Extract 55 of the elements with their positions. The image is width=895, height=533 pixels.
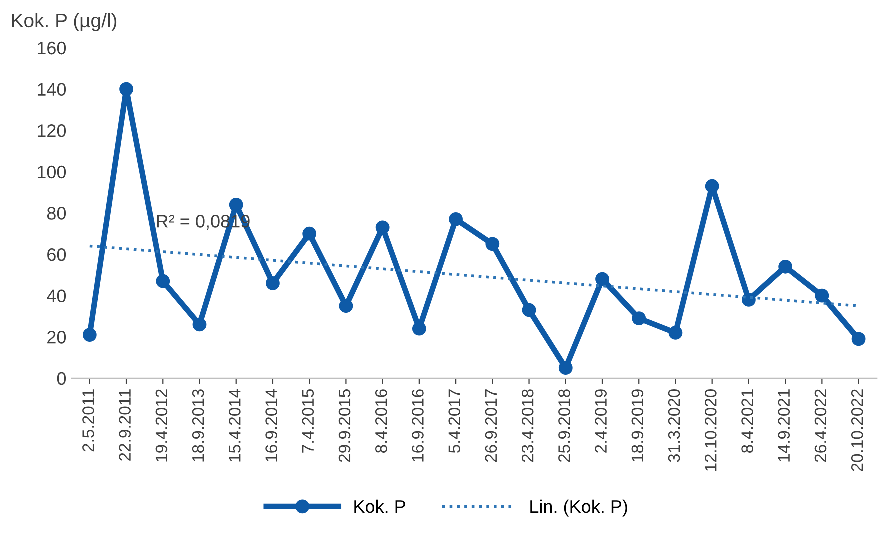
x-tick-label: 2.4.2019 — [595, 390, 607, 453]
point — [668, 326, 683, 340]
legend-label: Lin. (Kok. P) — [530, 500, 628, 517]
y-tick-label: 80 — [47, 207, 66, 220]
x-tick-label: 23.4.2018 — [522, 390, 534, 462]
x-tick-label: 16.9.2016 — [412, 390, 424, 462]
point — [192, 318, 207, 332]
x-tick-label: 18.9.2013 — [192, 390, 204, 462]
y-tick-label: 40 — [47, 290, 66, 303]
point — [449, 212, 463, 226]
x-tick-label: 14.9.2021 — [778, 390, 790, 462]
x-tick-label: 20.10.2022 — [851, 390, 864, 472]
x-tick-label: 16.9.2014 — [266, 389, 278, 462]
point — [522, 303, 536, 318]
point — [778, 260, 793, 274]
y-tick-label: 0 — [57, 372, 66, 386]
y-tick-label: 60 — [48, 248, 66, 262]
x-tick-label: 18.9.2019 — [632, 390, 644, 462]
point — [486, 237, 500, 252]
point — [852, 332, 866, 346]
y-axis-title: Kok. P (µg/l) — [12, 13, 117, 32]
point — [632, 312, 646, 326]
x-tick-label: 8.4.2016 — [375, 390, 388, 453]
x-tick-label: 29.9.2015 — [338, 390, 351, 462]
x-tick-label: 25.9.2018 — [558, 390, 570, 462]
x-tick-label: 26.9.2017 — [485, 390, 498, 462]
y-tick-label: 20 — [48, 331, 66, 344]
point — [120, 82, 134, 96]
point — [302, 226, 317, 241]
y-tick-label: 100 — [38, 166, 66, 179]
y-tick-label: 120 — [38, 124, 66, 138]
x-tick-label: 8.4.2021 — [742, 390, 754, 453]
point — [596, 272, 610, 286]
x-tick-label: 15.4.2014 — [229, 389, 241, 462]
x-tick-label: 7.4.2015 — [302, 390, 314, 453]
point — [82, 328, 97, 342]
point — [266, 276, 280, 290]
point — [558, 361, 573, 376]
legend-label: Kok. P — [354, 500, 406, 514]
x-tick-label: 5.4.2017 — [448, 390, 461, 454]
point — [376, 220, 390, 235]
y-tick-label: 160 — [38, 42, 66, 55]
x-tick-label: 19.4.2012 — [156, 390, 168, 462]
point — [156, 274, 170, 288]
y-tick-label: 140 — [38, 83, 66, 96]
point — [339, 299, 354, 314]
x-tick-label: 2.5.2011 — [82, 390, 94, 452]
x-tick-label: 12.10.2020 — [705, 389, 717, 471]
x-tick-label: 22.9.2011 — [119, 390, 131, 461]
point — [229, 198, 244, 212]
point — [815, 288, 830, 303]
x-tick-label: 31.3.2020 — [668, 389, 680, 462]
x-tick-label: 26.4.2022 — [814, 390, 827, 462]
point — [412, 322, 426, 336]
point — [705, 179, 720, 194]
